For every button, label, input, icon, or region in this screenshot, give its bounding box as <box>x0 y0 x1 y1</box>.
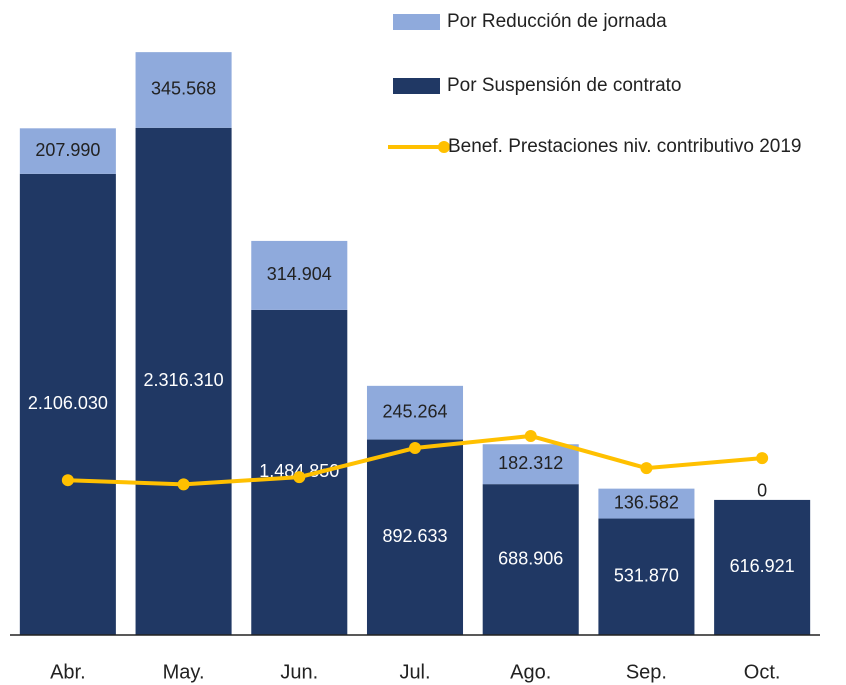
legend-label: Benef. Prestaciones niv. contributivo 20… <box>448 136 802 157</box>
data-label: 2.106.030 <box>28 393 108 413</box>
x-tick-label: Jul. <box>399 661 430 683</box>
data-label: 207.990 <box>35 140 100 160</box>
data-label: 314.904 <box>267 264 332 284</box>
line-marker <box>409 442 421 455</box>
bar-segment <box>714 499 811 635</box>
x-tick-label: May. <box>163 661 205 683</box>
data-label: 0 <box>757 481 767 501</box>
bar-segment <box>482 444 579 485</box>
data-label: 245.264 <box>382 401 447 421</box>
legend-label: Por Suspensión de contrato <box>447 75 682 96</box>
x-tick-label: Jun. <box>280 661 318 683</box>
bar-segment <box>19 128 116 174</box>
legend-label: Por Reducción de jornada <box>447 11 667 32</box>
line-marker <box>177 478 190 491</box>
x-tick-label: Ago. <box>510 661 551 683</box>
bar-segment <box>251 240 348 310</box>
line-marker <box>640 462 653 475</box>
bar-segment <box>482 484 579 635</box>
line-marker <box>756 452 769 465</box>
bar-segment <box>366 439 464 635</box>
legend-line <box>388 145 444 149</box>
data-label: 345.568 <box>151 79 216 99</box>
bar-segment <box>598 518 695 635</box>
bar-segment <box>135 52 232 128</box>
data-label: 2.316.310 <box>144 370 224 390</box>
bar-segment <box>366 385 464 440</box>
line-marker <box>524 429 537 442</box>
data-label: 688.906 <box>498 548 563 568</box>
data-label: 182.312 <box>498 453 563 473</box>
line-marker <box>61 474 74 487</box>
legend-swatch <box>393 78 440 94</box>
data-label: 136.582 <box>614 492 679 512</box>
bar-segment <box>135 127 232 635</box>
legend-swatch <box>393 14 440 30</box>
x-tick-label: Oct. <box>744 661 781 683</box>
line-marker <box>293 471 306 484</box>
x-tick-label: Sep. <box>626 661 667 683</box>
bar-segment <box>19 173 116 635</box>
x-tick-label: Abr. <box>50 661 86 683</box>
legend-marker <box>438 141 450 153</box>
data-label: 616.921 <box>730 556 795 576</box>
bar-segment <box>598 488 695 519</box>
data-label: 531.870 <box>614 566 679 586</box>
data-label: 892.633 <box>382 526 447 546</box>
